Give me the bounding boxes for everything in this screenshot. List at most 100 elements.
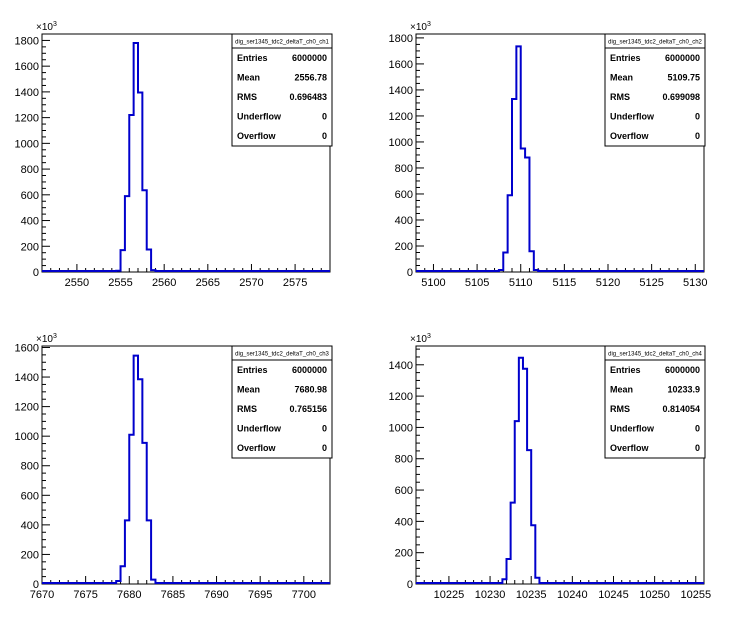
x-tick-label: 7670 <box>30 589 54 601</box>
stats-title: dig_ser1345_tdc2_deltaT_ch0_ch2 <box>608 40 702 46</box>
histogram-bin <box>129 435 133 584</box>
stats-label: Overflow <box>237 443 277 453</box>
y-tick-label: 0 <box>33 579 39 591</box>
y-tick-label: 1200 <box>15 402 39 414</box>
histogram-bin <box>121 566 125 584</box>
stats-value: 10233.9 <box>667 384 700 394</box>
x-tick-label: 5125 <box>639 277 663 289</box>
x-tick-label: 5110 <box>509 277 533 289</box>
y-tick-label: 1000 <box>15 138 39 150</box>
stats-value: 6000000 <box>665 365 700 375</box>
x-tick-label: 10240 <box>557 589 588 601</box>
histogram-bin <box>116 581 120 584</box>
stats-label: Overflow <box>610 131 650 141</box>
x-tick-label: 5130 <box>683 277 707 289</box>
y-tick-label: 800 <box>395 163 413 175</box>
stats-value: 0.814054 <box>662 404 700 414</box>
x-axis: 5100 5105 5110 5115 5120 5125 5130 <box>415 264 708 289</box>
y-tick-label: 0 <box>33 267 39 279</box>
stats-value: 0 <box>695 443 700 453</box>
y-exponent-label: ×103 <box>410 21 431 33</box>
x-tick-label: 10235 <box>516 589 547 601</box>
y-tick-label: 800 <box>21 164 39 176</box>
x-tick-label: 2565 <box>196 277 220 289</box>
stats-value: 2556.78 <box>294 72 327 82</box>
stats-label: Mean <box>237 72 260 82</box>
histogram-bin <box>502 579 506 584</box>
x-tick-label: 2560 <box>152 277 176 289</box>
y-tick-label: 1400 <box>15 87 39 99</box>
histogram-outline <box>416 45 704 272</box>
histogram-bin <box>511 503 515 584</box>
stats-title: dig_ser1345_tdc2_deltaT_ch0_ch1 <box>235 40 329 46</box>
stats-label: Entries <box>237 53 268 63</box>
y-tick-label: 800 <box>395 454 413 466</box>
stats-value: 0 <box>695 131 700 141</box>
histogram-bin <box>503 252 507 272</box>
y-tick-label: 1000 <box>389 422 413 434</box>
stats-value: 0.696483 <box>289 92 327 102</box>
x-axis: 2550 2555 2560 2565 2570 2575 <box>41 264 331 289</box>
x-tick-label: 7700 <box>292 589 316 601</box>
stats-value: 6000000 <box>665 53 700 63</box>
stats-value: 5109.75 <box>667 72 700 82</box>
histogram-bin <box>151 270 155 272</box>
y-axis: 0 200 400 600 800 1000 1200 1400 1600 <box>15 342 50 591</box>
y-tick-label: 1600 <box>15 342 39 354</box>
y-axis: 0 200 400 600 800 1000 1200 1400 1600 1800 <box>15 33 50 279</box>
histogram-bin <box>147 249 151 272</box>
stats-value: 6000000 <box>292 365 327 375</box>
x-axis: 10225 10230 10235 10240 10245 10250 10255 <box>415 576 711 601</box>
histogram <box>42 354 330 584</box>
x-tick-label: 7685 <box>161 589 185 601</box>
y-tick-label: 1800 <box>389 33 413 45</box>
x-tick-label: 5120 <box>596 277 620 289</box>
y-tick-label: 1200 <box>389 111 413 123</box>
x-tick-label: 7680 <box>117 589 141 601</box>
histogram-bin <box>519 358 523 584</box>
y-tick-label: 1000 <box>389 137 413 149</box>
histogram-bin <box>116 271 120 272</box>
y-tick-label: 1400 <box>389 360 413 372</box>
histogram-panel-3: 7670 7675 7680 7685 7690 7695 7700 0 200 400 600 80… <box>15 333 333 601</box>
x-tick-label: 5100 <box>421 277 445 289</box>
y-tick-label: 600 <box>21 190 39 202</box>
stats-label: Underflow <box>237 424 282 434</box>
x-tick-label: 2550 <box>65 277 89 289</box>
y-axis: 0 200 400 600 800 1000 1200 1400 <box>389 348 424 591</box>
histogram-panel-4: 10225 10230 10235 10240 10245 10250 10255 0 200 4… <box>389 333 712 601</box>
stats-value: 0 <box>322 112 327 122</box>
y-exponent-label: ×103 <box>36 21 57 33</box>
x-tick-label: 5105 <box>465 277 489 289</box>
histogram-bin <box>121 250 125 272</box>
y-tick-label: 600 <box>395 189 413 201</box>
stats-label: Mean <box>610 72 633 82</box>
x-tick-label: 7675 <box>73 589 97 601</box>
histogram-bin <box>151 580 155 584</box>
x-tick-label: 5115 <box>553 277 577 289</box>
stats-label: Mean <box>237 384 260 394</box>
stats-label: RMS <box>237 404 257 414</box>
stats-value: 0.765156 <box>289 404 327 414</box>
stats-box-frame <box>231 33 333 147</box>
y-axis: 0 200 400 600 800 1000 1200 1400 1600 1800 <box>389 33 424 279</box>
stats-value: 0 <box>322 443 327 453</box>
y-tick-label: 200 <box>21 241 39 253</box>
histogram-bin <box>515 421 519 584</box>
y-exponent-label: ×103 <box>410 333 431 345</box>
x-tick-label: 10245 <box>598 589 629 601</box>
x-tick-label: 7695 <box>248 589 272 601</box>
x-tick-label: 2570 <box>239 277 263 289</box>
y-tick-label: 400 <box>21 216 39 228</box>
stats-title: dig_ser1345_tdc2_deltaT_ch0_ch4 <box>608 352 702 358</box>
histogram-bin <box>147 520 151 584</box>
y-tick-label: 200 <box>395 548 413 560</box>
y-tick-label: 400 <box>21 520 39 532</box>
histogram-panel-2: 5100 5105 5110 5115 5120 5125 5130 0 200 400 600 80… <box>389 21 708 289</box>
stats-value: 0.699098 <box>662 92 700 102</box>
histogram-bin <box>535 578 539 584</box>
histogram-bin <box>138 93 142 272</box>
x-tick-label: 10225 <box>434 589 465 601</box>
stats-value: 0 <box>695 112 700 122</box>
stats-box: dig_ser1345_tdc2_deltaT_ch0_ch2 Entries 60… <box>604 33 706 147</box>
